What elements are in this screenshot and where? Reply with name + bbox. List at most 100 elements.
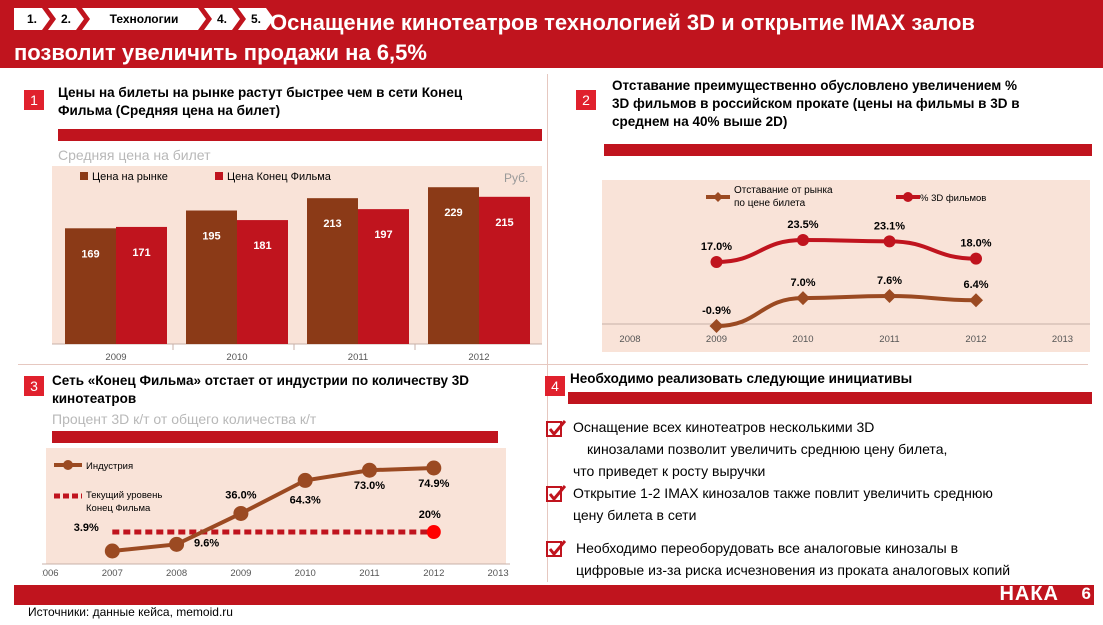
x-tick-2009: 2009 — [230, 568, 251, 579]
page-title-line2: позволит увеличить продажи на 6,5% — [14, 40, 427, 65]
section-2-title: Отставание преимущественно обусловлено у… — [612, 77, 1092, 131]
point-industry-2007 — [104, 543, 120, 559]
bar-2012-market — [428, 187, 479, 344]
initiative-3-line1: Необходимо переоборудовать все аналоговы… — [576, 540, 959, 556]
bar-label-2009-market: 169 — [81, 248, 99, 260]
section-1-badge: 1 — [24, 90, 44, 110]
section-1-title-line1: Цены на билеты на рынке растут быстрее ч… — [58, 85, 463, 100]
point-3d-2010 — [797, 234, 809, 246]
chart-2-plot-bg — [602, 180, 1090, 352]
x-tick-2007: 2007 — [102, 568, 123, 579]
x-tick-2008: 2008 — [619, 334, 640, 345]
point-gap-2012 — [969, 293, 983, 308]
chart-3-legend-industry: Индустрия — [86, 461, 133, 472]
series-line-0 — [716, 237, 977, 264]
section-2-title-line1: Отставание преимущественно обусловлено у… — [612, 78, 1017, 93]
chart-2-legend-gap-line2: по цене билета — [734, 197, 806, 209]
point-3d-2011 — [883, 235, 896, 248]
nav-step-3[interactable]: Технологии — [82, 8, 206, 30]
brand-logo: НАКА — [999, 583, 1059, 605]
chart-2-legend-marker-3d — [903, 192, 913, 202]
x-tick-2011: 2011 — [348, 352, 368, 363]
page-number: 6 — [1081, 584, 1091, 603]
divider-vertical — [547, 74, 548, 582]
point-industry-2012 — [426, 460, 442, 476]
chart-2-legend-3d: % 3D фильмов — [920, 193, 986, 204]
initiative-1-line2: кинозалами позволит увеличить среднюю це… — [587, 441, 948, 457]
point-label-industry-2007: 3.9% — [74, 522, 99, 534]
bar-label-2012-kf: 215 — [495, 217, 513, 229]
section-2-title-line2: 3D фильмов в российском прокате (цены на… — [612, 96, 1020, 111]
point-industry-2009 — [233, 505, 249, 521]
bar-label-2010-market: 195 — [202, 231, 220, 243]
line-chart-3d-cinemas: Индустрия Текущий уровень Конец Фильма 2… — [42, 448, 510, 579]
initiative-2: Открытие 1-2 IMAX кинозалов также повлит… — [573, 482, 993, 526]
nav-step-2[interactable]: 2. — [48, 8, 84, 30]
chart-3-subtitle: Процент 3D к/т от общего количества к/т — [52, 411, 317, 427]
section-2-badge: 2 — [576, 90, 596, 110]
bar-label-2011-market: 213 — [323, 218, 341, 230]
initiative-1: Оснащение всех кинотеатров несколькими 3… — [573, 416, 947, 482]
point-label-industry-2012: 74.9% — [418, 478, 449, 490]
bar-2010-kf — [237, 220, 288, 344]
footer-bar — [14, 585, 1094, 605]
point-3d-2012 — [970, 252, 982, 265]
x-tick-2010: 2010 — [226, 352, 247, 363]
point-label-0-2012: 18.0% — [960, 238, 991, 250]
x-tick-2012: 2012 — [965, 334, 986, 345]
chart-2-legend-marker-gap — [713, 192, 723, 202]
initiative-2-line1: Открытие 1-2 IMAX кинозалов также повлит… — [573, 485, 993, 501]
section-3-title-line2: кинотеатров — [52, 391, 137, 406]
initiative-1-line3: что приведет к росту выручки — [573, 463, 766, 479]
chart-1-legend-swatch-market — [80, 172, 88, 180]
divider-horizontal — [18, 364, 1088, 365]
bar-2011-kf — [358, 209, 409, 344]
bar-label-2011-kf: 197 — [374, 229, 392, 241]
initiative-3: Необходимо переоборудовать все аналоговы… — [576, 537, 1010, 581]
bar-2011-market — [307, 198, 358, 344]
sources-note: Источники: данные кейса, memoid.ru — [28, 605, 233, 619]
bar-2012-kf — [479, 196, 530, 344]
nav-step-4[interactable]: 4. — [204, 8, 240, 30]
bar-label-2009-kf: 171 — [132, 247, 150, 259]
point-industry-2008 — [169, 536, 185, 552]
section-1-red-bar — [58, 129, 542, 141]
nav-step-1[interactable]: 1. — [14, 8, 50, 30]
line-chart-3d-share: Отставание от рынка по цене билета % 3D … — [602, 180, 1090, 352]
bar-2009-market — [65, 228, 116, 344]
initiative-3-line2: цифровые из-за риска исчезновения из про… — [576, 562, 1011, 578]
section-1-title-line2: Фильма (Средняя цена на билет) — [58, 103, 281, 118]
point-label-0-2011: 23.1% — [874, 220, 905, 232]
bar-label-2010-kf: 181 — [253, 240, 271, 252]
checkbox-checked-icon — [546, 420, 566, 437]
chart-1-legend-kf: Цена Конец Фильма — [227, 171, 332, 183]
section-2-red-bar — [604, 144, 1092, 156]
point-label-industry-2008: 9.6% — [194, 537, 219, 549]
section-4-red-bar — [568, 392, 1092, 404]
chart-2-legend-gap-line1: Отставание от рынка — [734, 185, 833, 196]
x-tick-2013: 2013 — [488, 568, 509, 579]
x-tick-2011: 2011 — [359, 568, 379, 579]
x-tick-2006: 2006 — [42, 568, 59, 579]
chart-1-unit: Руб. — [504, 171, 528, 185]
point-label-industry-2010: 64.3% — [290, 494, 321, 506]
point-label-1-2010: 7.0% — [790, 277, 815, 289]
x-tick-2008: 2008 — [166, 568, 187, 579]
section-3-title-line1: Сеть «Конец Фильма» отстает от индустрии… — [52, 373, 470, 388]
bar-chart-ticket-price: Цена на рынке Цена Конец Фильма Руб. 169… — [52, 166, 542, 363]
chart-1-subtitle: Средняя цена на билет — [58, 147, 211, 163]
point-gap-2009 — [709, 319, 724, 333]
chart-3-legend-kf-line2: Конец Фильма — [86, 503, 151, 514]
point-gap-2010 — [796, 291, 810, 306]
initiative-2-line2: цену билета в сети — [573, 507, 697, 523]
nav-step-5[interactable]: 5. — [238, 8, 274, 30]
chart-1-legend-market: Цена на рынке — [92, 171, 168, 183]
point-label-industry-2011: 73.0% — [354, 480, 385, 492]
point-label-0-2009: 17.0% — [701, 241, 732, 253]
x-tick-2011: 2011 — [879, 334, 899, 345]
point-3d-2009 — [710, 256, 723, 268]
point-label-1-2012: 6.4% — [963, 279, 988, 291]
point-industry-2010 — [297, 472, 313, 488]
bar-2010-market — [186, 210, 237, 344]
section-4-badge: 4 — [545, 376, 565, 396]
